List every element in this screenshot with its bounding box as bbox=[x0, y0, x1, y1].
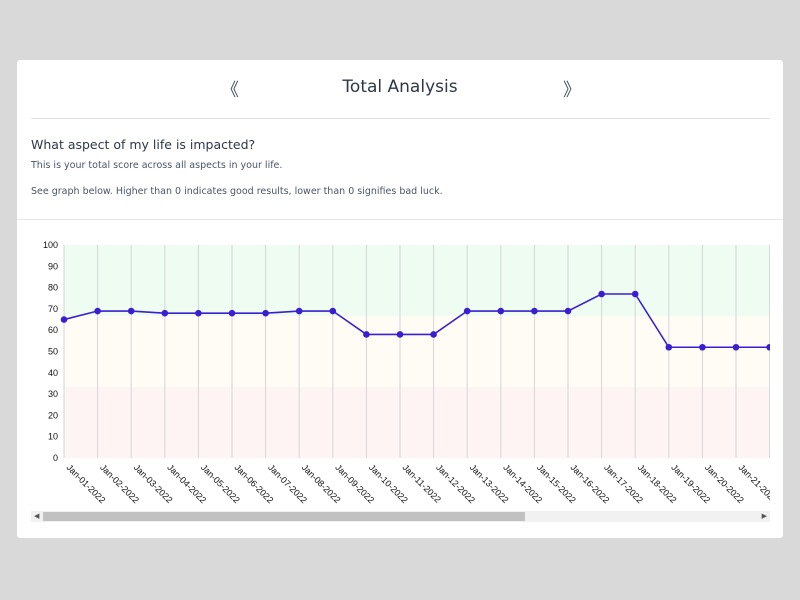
data-point bbox=[766, 343, 770, 351]
data-point bbox=[228, 309, 236, 317]
background-band bbox=[64, 387, 770, 458]
data-point bbox=[631, 290, 639, 298]
series-line bbox=[63, 293, 770, 349]
background-band bbox=[64, 315, 770, 388]
data-point bbox=[329, 307, 337, 315]
data-point bbox=[363, 331, 370, 338]
data-point bbox=[396, 331, 404, 338]
y-tick-label: 70 bbox=[48, 304, 58, 314]
divider bbox=[17, 219, 783, 220]
data-point bbox=[127, 307, 135, 315]
data-point bbox=[430, 331, 437, 338]
divider bbox=[31, 118, 770, 119]
y-tick-label: 40 bbox=[48, 368, 58, 378]
plot-area: Jan-01-2022Jan-02-2022Jan-03-2022Jan-04-… bbox=[60, 245, 800, 505]
y-tick-label: 30 bbox=[48, 389, 58, 399]
scrollbar-thumb[interactable] bbox=[43, 512, 525, 521]
description-line-2: See graph below. Higher than 0 indicates… bbox=[31, 186, 443, 197]
scroll-left-icon[interactable]: ◀ bbox=[34, 512, 40, 520]
data-point bbox=[463, 307, 471, 315]
page-title: Total Analysis bbox=[342, 77, 458, 97]
double-chevron-left-icon[interactable]: 《 bbox=[221, 80, 239, 101]
data-point bbox=[665, 343, 673, 351]
y-tick-label: 10 bbox=[48, 432, 58, 442]
double-chevron-right-icon[interactable]: 》 bbox=[563, 80, 581, 101]
data-point bbox=[732, 343, 740, 351]
y-tick-label: 0 bbox=[53, 453, 58, 463]
y-tick-label: 80 bbox=[48, 283, 58, 293]
data-point bbox=[295, 307, 303, 315]
horizontal-scrollbar[interactable]: ◀ ▶ bbox=[31, 511, 770, 522]
scroll-right-icon[interactable]: ▶ bbox=[761, 512, 767, 520]
y-tick-label: 20 bbox=[48, 410, 58, 420]
data-point bbox=[262, 309, 269, 317]
y-tick-label: 100 bbox=[43, 240, 58, 250]
data-point bbox=[531, 307, 538, 315]
data-point bbox=[60, 316, 68, 323]
data-point bbox=[195, 309, 202, 317]
section-heading: What aspect of my life is impacted? bbox=[31, 137, 256, 152]
data-point bbox=[598, 290, 605, 298]
y-tick-label: 50 bbox=[48, 347, 58, 357]
data-point bbox=[94, 307, 101, 315]
data-point bbox=[699, 343, 706, 351]
description-line-1: This is your total score across all aspe… bbox=[31, 160, 283, 171]
data-point bbox=[497, 307, 505, 315]
x-tick-label: Jan-22-2022 bbox=[770, 462, 800, 505]
y-tick-label: 60 bbox=[48, 325, 58, 335]
data-point bbox=[161, 309, 169, 317]
data-point bbox=[564, 307, 572, 315]
y-tick-label: 90 bbox=[48, 261, 58, 271]
background-band bbox=[64, 245, 770, 316]
